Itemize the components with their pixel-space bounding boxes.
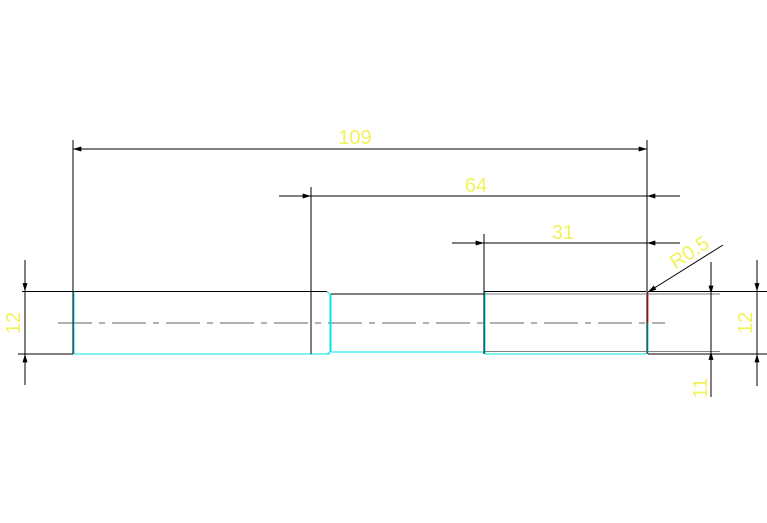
dimension-text-left-12: 12 <box>3 312 25 334</box>
dimension-text-31: 31 <box>552 222 574 244</box>
shaft-outline <box>18 140 767 355</box>
fillet-leader <box>647 244 724 293</box>
dimension-text-11: 11 <box>690 378 712 399</box>
dimension-text-right-12: 12 <box>735 312 757 334</box>
dimension-text-64: 64 <box>465 175 487 197</box>
dimension-text-r05: R0.5 <box>666 232 713 273</box>
dimension-text-109: 109 <box>338 127 371 149</box>
